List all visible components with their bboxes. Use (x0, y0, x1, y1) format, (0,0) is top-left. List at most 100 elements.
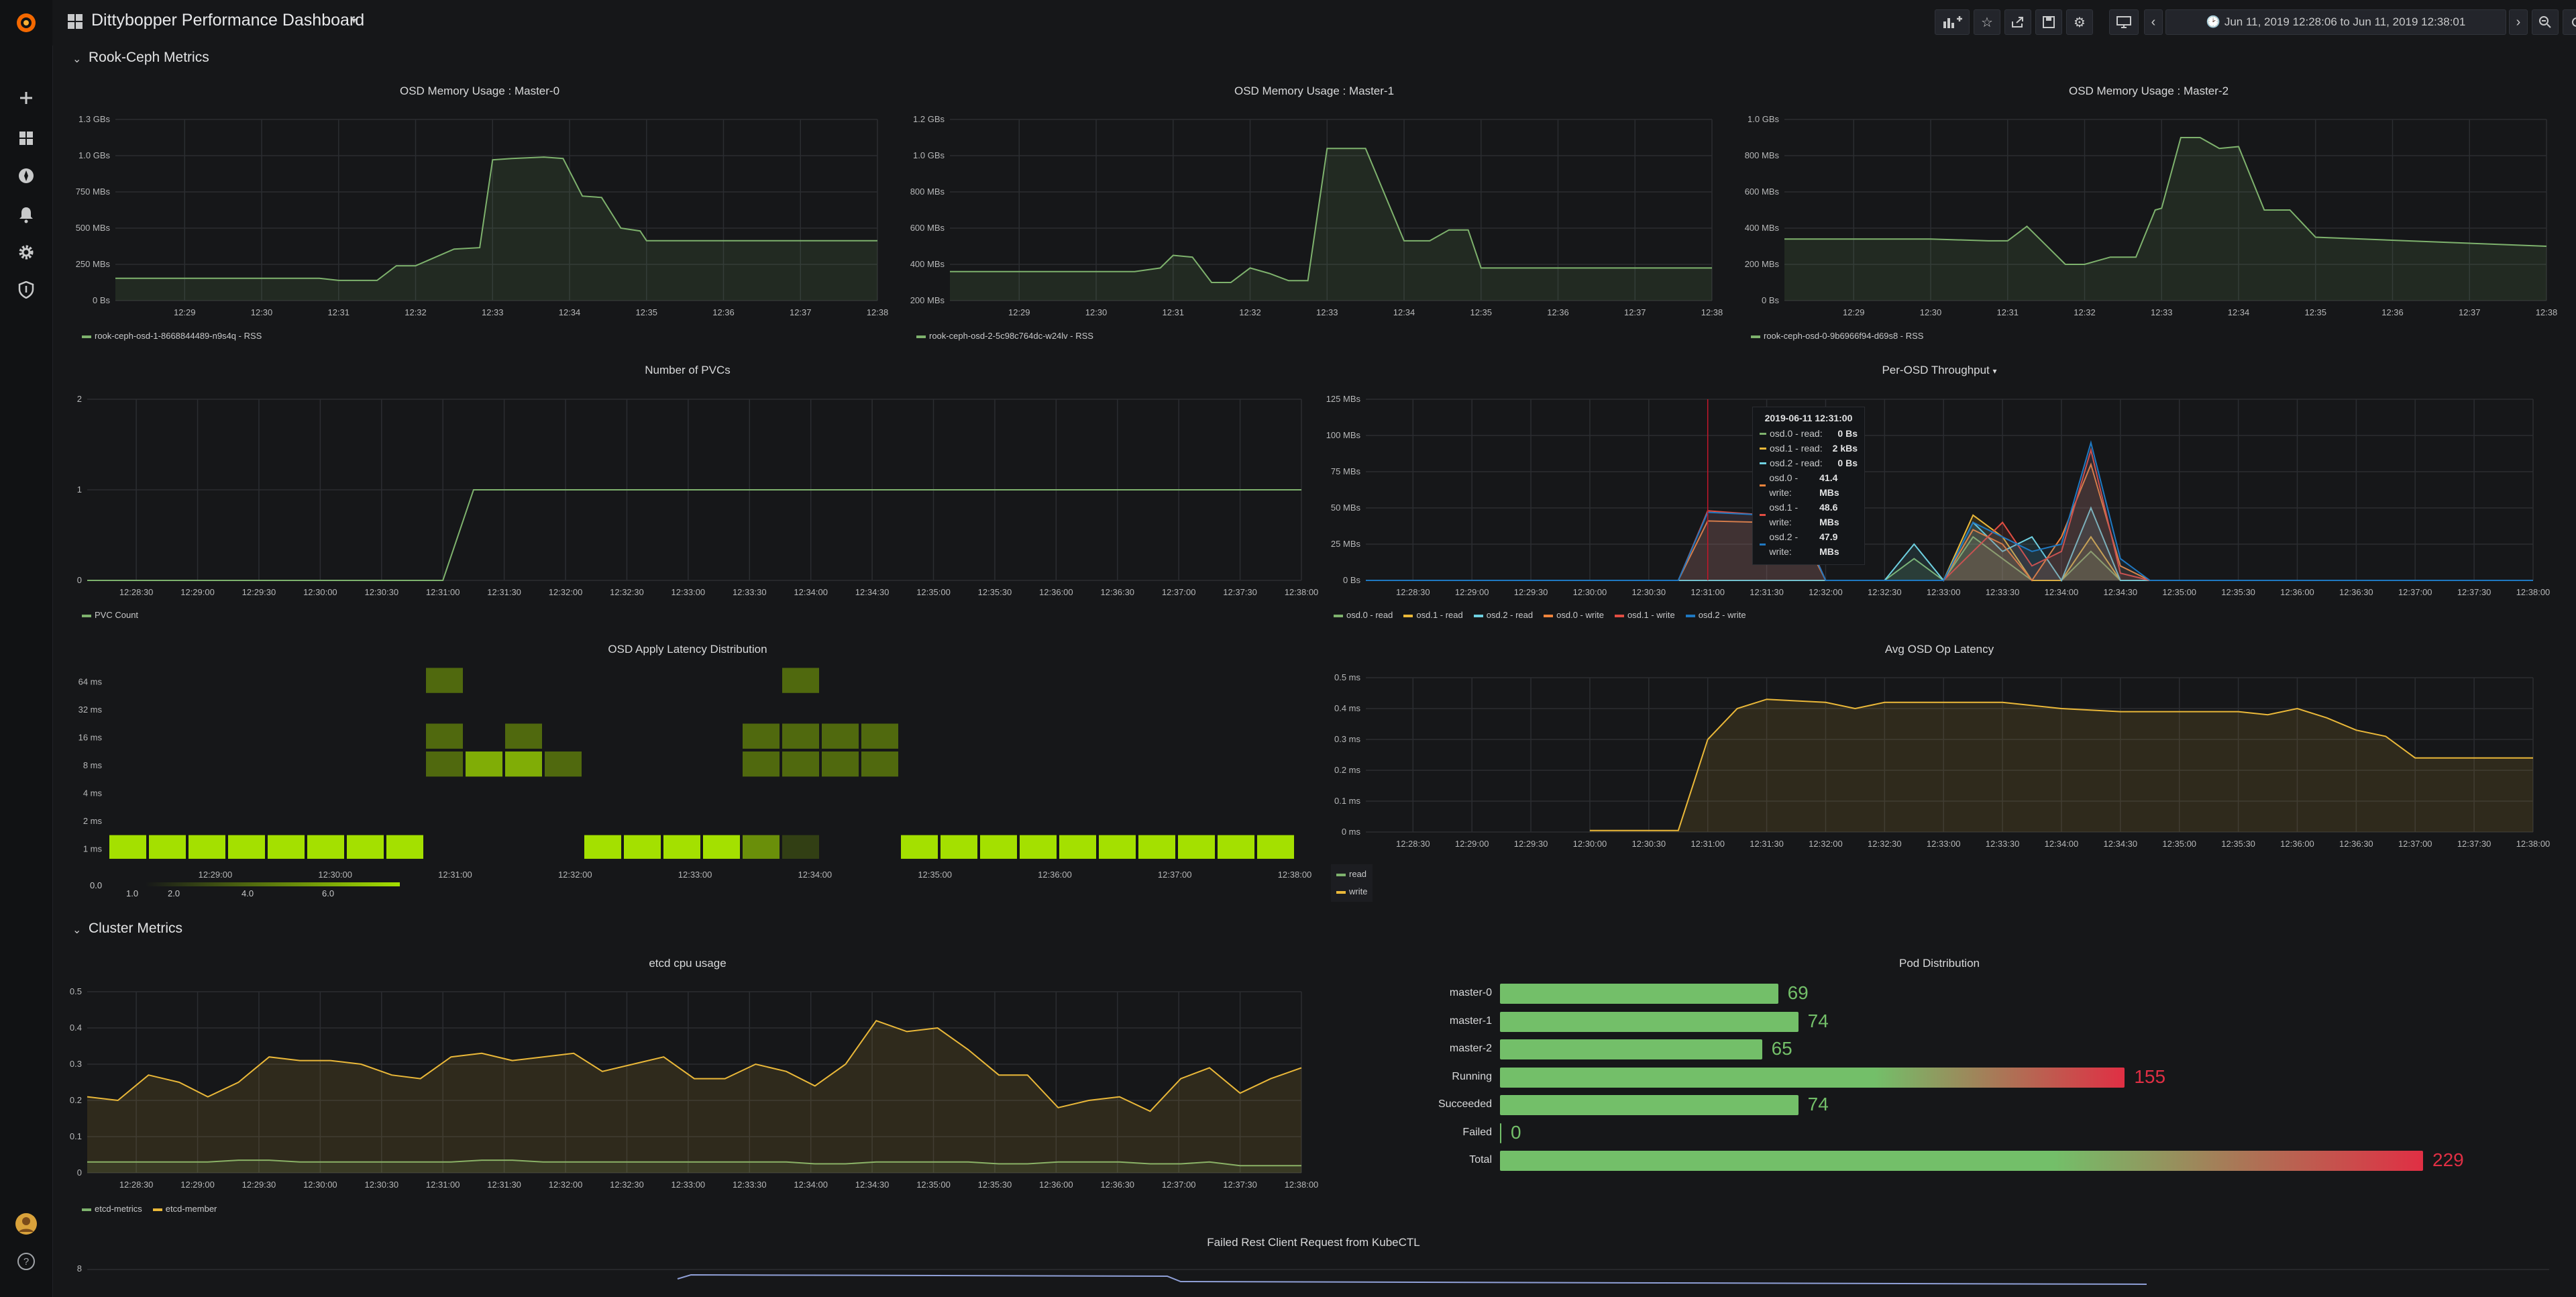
x-tick-label: 12:34:00 (2045, 839, 2079, 849)
refresh-button[interactable]: ▾ (2563, 9, 2576, 35)
panel-title-pvc[interactable]: Number of PVCs (645, 364, 731, 376)
panel-title-pods[interactable]: Pod Distribution (1898, 957, 1980, 970)
x-tick-label: 12:34:30 (2104, 839, 2138, 849)
panel-title-mem0[interactable]: OSD Memory Usage : Master-0 (399, 85, 560, 97)
x-tick-label: 12:31:30 (1750, 587, 1784, 597)
legend-item: write (1336, 883, 1367, 900)
x-tick-label: 12:32:30 (1868, 839, 1902, 849)
save-icon[interactable] (2035, 9, 2062, 35)
add-panel-button[interactable] (1935, 9, 1970, 35)
legend-etcd[interactable]: etcd-metrics etcd-member (82, 1204, 227, 1214)
x-tick-label: 12:32:30 (1868, 587, 1902, 597)
time-back-chevron-icon[interactable]: ‹ (2144, 9, 2163, 35)
chart-mem1[interactable]: 200 MBs 400 MBs 600 MBs 800 MBs 1.0 GBs 1.2 G… (902, 113, 1727, 334)
x-tick-label: 12:31:00 (1690, 839, 1725, 849)
x-tick-label: 12:32:00 (558, 870, 592, 880)
dashboard-grid-icon (67, 13, 83, 33)
row-collapse-chevron-icon[interactable]: ⌄ (72, 925, 82, 936)
bargauge-bar (1500, 1039, 1762, 1059)
alerting-bell-icon[interactable] (14, 203, 38, 227)
panel-title-mem2[interactable]: OSD Memory Usage : Master-2 (2068, 85, 2229, 97)
bargauge-label: Total (1469, 1154, 1492, 1165)
y-tick-label: 0.5 ms (1334, 672, 1361, 682)
legend-throughput[interactable]: osd.0 - read osd.1 - read osd.2 - read osd.… (1334, 610, 1757, 620)
dashboards-icon[interactable] (14, 126, 38, 150)
x-tick-label: 12:37:30 (2457, 587, 2491, 597)
heatmap-cell (189, 835, 225, 859)
tv-mode-icon[interactable] (2109, 9, 2139, 35)
x-tick-label: 12:31 (1162, 307, 1184, 317)
tooltip-row: osd.2 - read: 0 Bs (1760, 456, 1858, 470)
heatmap-cell (861, 723, 898, 749)
chart-mem0[interactable]: 0 Bs 250 MBs 500 MBs 750 MBs 1.0 GBs 1.3 GBs 1… (67, 113, 892, 334)
y-tick-label: 1.0 GBs (78, 150, 110, 160)
bargauge-bar (1500, 1095, 1799, 1115)
panel-title-avg[interactable]: Avg OSD Op Latency (1884, 643, 1994, 656)
server-admin-shield-icon[interactable] (14, 278, 38, 302)
legend-mem1[interactable]: rook-ceph-osd-2-5c98c764dc-w24lv - RSS (916, 331, 1093, 341)
x-tick-label: 12:32:00 (549, 1180, 583, 1190)
heatmap-cell (941, 835, 977, 859)
series-area-osd.1 - write (1366, 450, 2533, 580)
heatmap-cell (307, 835, 344, 859)
x-tick-label: 12:33:30 (733, 1180, 767, 1190)
x-tick-label: 12:36 (1547, 307, 1569, 317)
panel-title-mem1[interactable]: OSD Memory Usage : Master-1 (1234, 85, 1395, 97)
help-icon[interactable]: ? (14, 1249, 38, 1274)
time-forward-chevron-icon[interactable]: › (2509, 9, 2528, 35)
panel-title-throughput[interactable]: Per-OSD Throughput ▾ (1882, 364, 1997, 376)
x-tick-label: 12:38 (1701, 307, 1723, 317)
chart-heatmap[interactable]: 1 ms 2 ms 4 ms 8 ms 16 ms 32 ms 64 ms 12:29:00 1… (67, 668, 1311, 880)
tooltip-row: osd.0 - read: 0 Bs (1760, 426, 1858, 441)
x-tick-label: 12:36:30 (2339, 839, 2373, 849)
x-tick-label: 12:32:30 (610, 1180, 644, 1190)
tooltip-row: osd.1 - write: 48.6 MBs (1760, 500, 1858, 529)
chart-etcd[interactable]: 0 0.1 0.2 0.3 0.4 0.5 12:28:30 12:29:00 12:29:30… (67, 985, 1318, 1193)
time-range-picker[interactable]: 🕑 Jun 11, 2019 12:28:06 to Jun 11, 2019 1… (2165, 9, 2506, 35)
x-tick-label: 12:30:30 (364, 1180, 398, 1190)
x-tick-label: 12:31:30 (1750, 839, 1784, 849)
grafana-logo-icon[interactable] (14, 11, 38, 35)
x-tick-label: 12:35:00 (2162, 839, 2196, 849)
legend-mem2[interactable]: rook-ceph-osd-0-9b6966f94-d69s8 - RSS (1751, 331, 1923, 341)
panel-title-failed[interactable]: Failed Rest Client Request from KubeCTL (1207, 1236, 1420, 1249)
x-tick-label: 12:35:00 (916, 1180, 951, 1190)
bargauge-value: 65 (1771, 1038, 1792, 1059)
panel-title-heatmap[interactable]: OSD Apply Latency Distribution (608, 643, 767, 656)
chart-mem2[interactable]: 0 Bs 200 MBs 400 MBs 600 MBs 800 MBs 1.0 GBs 1… (1736, 113, 2561, 334)
dashboard-title[interactable]: Dittybopper Performance Dashboard (91, 11, 365, 30)
heatmap-cell (426, 751, 463, 777)
series-area-rook-ceph-osd-0-9b6966f94-d69s8 - RSS (1784, 138, 2546, 301)
panel-title-etcd[interactable]: etcd cpu usage (649, 957, 727, 970)
heatmap-legend-min: 0.0 (90, 880, 103, 890)
x-tick-label: 12:29:30 (242, 587, 276, 597)
explore-icon[interactable] (14, 164, 38, 188)
row-collapse-chevron-icon[interactable]: ⌄ (72, 54, 82, 65)
x-tick-label: 12:33:30 (1986, 839, 2020, 849)
star-icon[interactable]: ☆ (1974, 9, 2000, 35)
settings-gear-icon[interactable]: ⚙ (2066, 9, 2093, 35)
zoom-out-icon[interactable] (2532, 9, 2559, 35)
legend-mem0[interactable]: rook-ceph-osd-1-8668844489-n9s4q - RSS (82, 331, 262, 341)
chart-failed[interactable]: 8 (67, 1261, 2560, 1297)
legend-avg[interactable]: read write (1331, 864, 1373, 902)
chart-avg[interactable]: 0 ms 0.1 ms 0.2 ms 0.3 ms 0.4 ms 0.5 ms 12:28:… (1319, 671, 2550, 859)
bargauge-bar (1500, 1011, 1799, 1032)
legend-item: osd.0 - write (1544, 610, 1604, 620)
row-title-cluster[interactable]: Cluster Metrics (89, 921, 183, 936)
chart-pvc[interactable]: 0 1 2 12:28:30 12:29:00 12:29:30 12:30:00 12:30… (67, 393, 1319, 601)
x-tick-label: 12:38:00 (2516, 839, 2551, 849)
graph-tooltip: 2019-06-11 12:31:00 osd.0 - read: 0 Bs osd… (1752, 407, 1865, 565)
configuration-gear-icon[interactable] (14, 240, 38, 264)
user-avatar[interactable] (14, 1212, 38, 1236)
plus-icon[interactable] (14, 86, 38, 110)
legend-pvc[interactable]: PVC Count (82, 610, 138, 620)
heatmap-cell (149, 835, 186, 859)
heatmap-cell (624, 835, 661, 859)
heatmap-cell (782, 668, 819, 693)
share-icon[interactable] (2004, 9, 2031, 35)
row-title-rook-ceph[interactable]: Rook-Ceph Metrics (89, 50, 209, 65)
caret-down-icon[interactable]: ▾ (352, 15, 357, 25)
chart-throughput[interactable]: 0 Bs 25 MBs 50 MBs 75 MBs 100 MBs 125 MBs 12:2… (1319, 393, 2551, 601)
x-tick-label: 12:33:00 (1927, 587, 1961, 597)
